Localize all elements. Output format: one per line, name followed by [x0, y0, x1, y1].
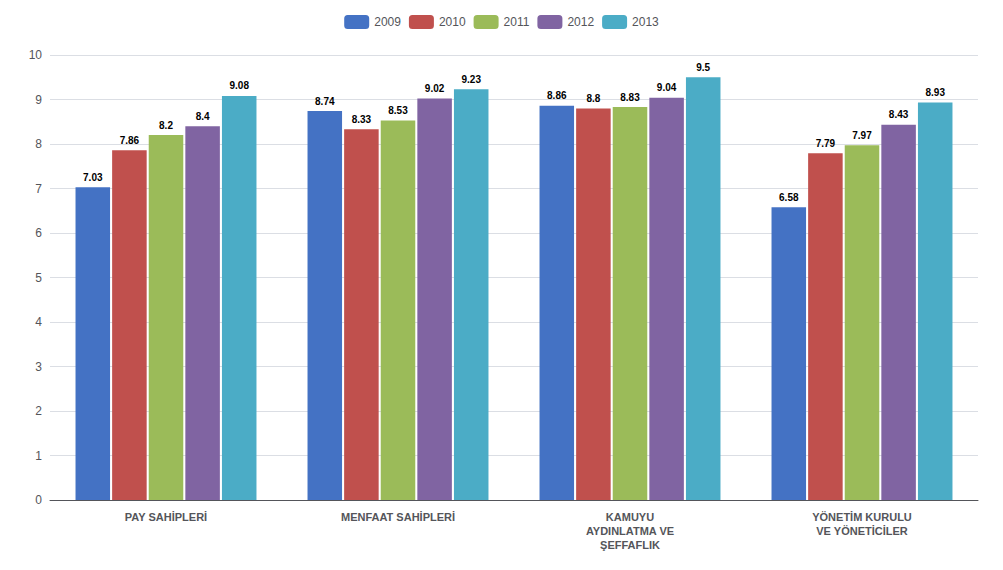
svg-text:2012: 2012	[567, 15, 594, 29]
svg-text:7.97: 7.97	[852, 130, 872, 141]
svg-text:ŞEFFAFLIK: ŞEFFAFLIK	[600, 539, 660, 551]
svg-text:2013: 2013	[632, 15, 659, 29]
svg-text:2011: 2011	[504, 15, 530, 29]
svg-text:0: 0	[35, 493, 42, 507]
svg-text:6: 6	[35, 226, 42, 240]
svg-text:7.03: 7.03	[83, 172, 103, 183]
svg-text:AYDINLATMA VE: AYDINLATMA VE	[586, 525, 674, 537]
svg-text:2010: 2010	[439, 15, 466, 29]
svg-text:8.93: 8.93	[925, 87, 945, 98]
svg-text:VE YÖNETİCİLER: VE YÖNETİCİLER	[816, 525, 908, 537]
svg-text:8.43: 8.43	[889, 109, 909, 120]
svg-text:MENFAAT SAHİPLERİ: MENFAAT SAHİPLERİ	[341, 511, 455, 523]
svg-text:3: 3	[35, 360, 42, 374]
svg-text:9: 9	[35, 93, 42, 107]
svg-text:8.33: 8.33	[352, 114, 372, 125]
svg-text:8.53: 8.53	[388, 105, 408, 116]
svg-text:9.04: 9.04	[657, 82, 677, 93]
svg-text:9.08: 9.08	[229, 80, 249, 91]
svg-text:KAMUYU: KAMUYU	[606, 511, 654, 523]
svg-text:2: 2	[35, 404, 42, 418]
svg-text:7.86: 7.86	[120, 135, 140, 146]
svg-text:9.02: 9.02	[425, 83, 445, 94]
svg-text:4: 4	[35, 315, 42, 329]
svg-text:8.8: 8.8	[586, 93, 600, 104]
svg-text:8.86: 8.86	[547, 90, 567, 101]
svg-text:7: 7	[35, 182, 42, 196]
svg-text:5: 5	[35, 271, 42, 285]
svg-text:8: 8	[35, 137, 42, 151]
svg-text:10: 10	[29, 48, 43, 62]
svg-text:8.4: 8.4	[196, 111, 210, 122]
svg-text:2009: 2009	[374, 15, 401, 29]
svg-text:9.5: 9.5	[696, 62, 710, 73]
svg-text:1: 1	[35, 449, 42, 463]
svg-text:8.83: 8.83	[620, 92, 640, 103]
svg-text:7.79: 7.79	[816, 138, 836, 149]
svg-text:8.74: 8.74	[315, 96, 335, 107]
svg-text:9.23: 9.23	[461, 74, 481, 85]
svg-text:6.58: 6.58	[779, 192, 799, 203]
svg-text:YÖNETİM KURULU: YÖNETİM KURULU	[812, 511, 912, 523]
svg-text:PAY SAHİPLERİ: PAY SAHİPLERİ	[125, 511, 207, 523]
svg-text:8.2: 8.2	[159, 120, 173, 131]
